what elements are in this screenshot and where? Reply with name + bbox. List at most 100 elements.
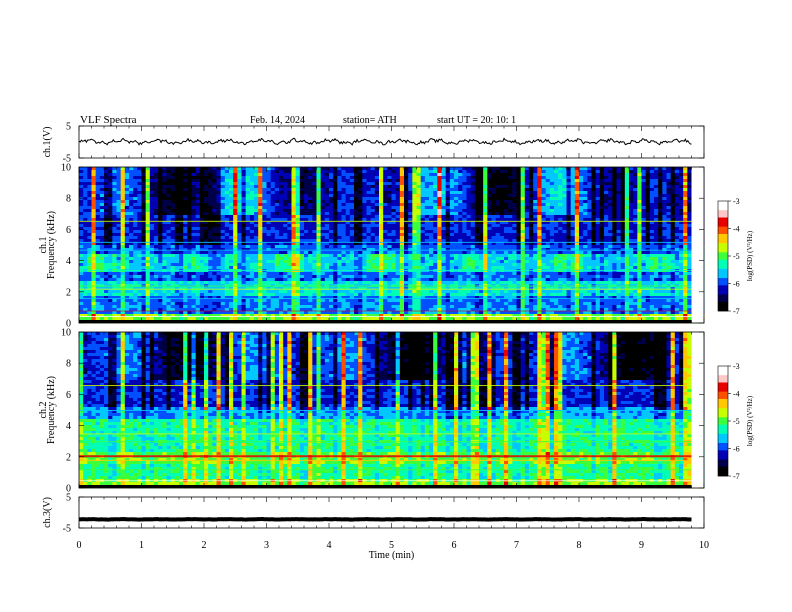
spectrogram-cell [162, 254, 167, 258]
spectrogram-cell [449, 191, 455, 195]
spectrogram-cell [545, 245, 551, 249]
spectrogram-cell [249, 239, 255, 243]
spectrogram-cell [216, 212, 222, 216]
spectrogram-cell [116, 242, 122, 246]
spectrogram-cell [108, 173, 113, 177]
spectrogram-cell [620, 254, 626, 258]
spectrogram-cell [558, 185, 563, 189]
spectrogram-cell [520, 251, 526, 255]
spectrogram-cell [308, 263, 313, 267]
spectrogram-cell [641, 242, 647, 246]
spectrogram-cell [179, 179, 184, 183]
spectrogram-cell [137, 182, 142, 186]
spectrogram-cell [279, 251, 284, 255]
spectrogram-cell [654, 176, 659, 180]
spectrogram-cell [141, 239, 147, 243]
spectrogram-cell [345, 242, 351, 246]
date-label: Feb. 14, 2024 [250, 115, 305, 126]
spectrogram-cell [133, 230, 138, 234]
spectrogram-cell [529, 173, 534, 177]
spectrogram-cell [470, 200, 476, 204]
spectrogram-cell [354, 188, 359, 192]
spectrogram-cell [591, 224, 597, 228]
spectrogram-cell [495, 203, 501, 207]
spectrogram-cell [549, 188, 555, 192]
spectrogram-cell [145, 200, 151, 204]
spectrogram-cell [233, 185, 238, 189]
spectrogram-cell [91, 197, 97, 201]
spectrogram-cell [674, 188, 680, 192]
spectrogram-cell [683, 188, 688, 192]
spectrogram-cell [237, 188, 242, 192]
spectrogram-cell [612, 170, 617, 174]
spectrogram-cell [483, 233, 488, 237]
spectrogram-cell [170, 263, 176, 267]
spectrogram-cell [166, 230, 172, 234]
spectrogram-cell [99, 212, 105, 216]
spectrogram-cell [233, 212, 238, 216]
spectrogram-cell [441, 185, 447, 189]
spectrogram-cell [274, 239, 280, 243]
spectrogram-cell [479, 242, 484, 246]
spectrogram-cell [224, 257, 230, 261]
spectrogram-cell [91, 242, 97, 246]
spectrogram-cell [87, 185, 92, 189]
spectrogram-cell [616, 179, 622, 183]
spectrogram-cell [616, 182, 622, 186]
spectrogram-cell [212, 203, 217, 207]
spectrogram-cell [404, 236, 409, 240]
spectrogram-cell [374, 209, 380, 213]
spectrogram-cell [441, 179, 447, 183]
spectrogram-cell [483, 191, 488, 195]
spectrogram-cell [249, 194, 255, 198]
spectrogram-cell [312, 263, 317, 267]
spectrogram-cell [529, 239, 534, 243]
spectrogram-cell [599, 209, 605, 213]
spectrogram-cell [158, 173, 163, 177]
spectrogram-cell [79, 176, 84, 180]
spectrogram-cell [583, 260, 588, 264]
spectrogram-cell [241, 215, 247, 219]
spectrogram-cell [670, 251, 676, 255]
spectrogram-cell [312, 167, 317, 171]
spectrogram-cell [604, 245, 609, 249]
spectrogram-cell [274, 200, 280, 204]
spectrogram-cell [162, 233, 167, 237]
spectrogram-cell [145, 191, 151, 195]
spectrogram-cell [562, 233, 567, 237]
spectrogram-cell [433, 218, 438, 222]
spectrogram-cell [533, 254, 538, 258]
spectrogram-cell [608, 254, 613, 258]
spectrogram-cell [583, 185, 588, 189]
spectrogram-cell [137, 260, 142, 264]
spectrogram-cell [312, 227, 317, 231]
spectrogram-cell [566, 218, 572, 222]
spectrogram-cell [370, 173, 376, 177]
spectrogram-cell [424, 206, 430, 210]
spectrogram-cell [395, 230, 401, 234]
spectrogram-cell [483, 200, 488, 204]
spectrogram-cell [408, 221, 413, 225]
spectrogram-cell [166, 233, 172, 237]
spectrogram-cell [554, 239, 559, 243]
spectrogram-cell [241, 191, 247, 195]
spectrogram-cell [383, 176, 388, 180]
spectrogram-cell [237, 176, 242, 180]
spectrogram-cell [479, 260, 484, 264]
spectrogram-cell [574, 188, 580, 192]
spectrogram-cell [637, 242, 642, 246]
spectrogram-cell [324, 224, 330, 228]
spectrogram-cell [191, 188, 197, 192]
spectrogram-cell [387, 230, 392, 234]
spectrogram-cell [212, 257, 217, 261]
spectrogram-cell [612, 176, 617, 180]
spectrogram-cell [233, 260, 238, 264]
spectrogram-cell [162, 173, 167, 177]
spectrogram-cell [283, 254, 288, 258]
spectrogram-cell [149, 176, 155, 180]
spectrogram-cell [195, 194, 201, 198]
spectrogram-cell [441, 254, 447, 258]
spectrogram-cell [229, 254, 234, 258]
spectrogram-cell [454, 236, 459, 240]
spectrogram-cell [541, 251, 547, 255]
